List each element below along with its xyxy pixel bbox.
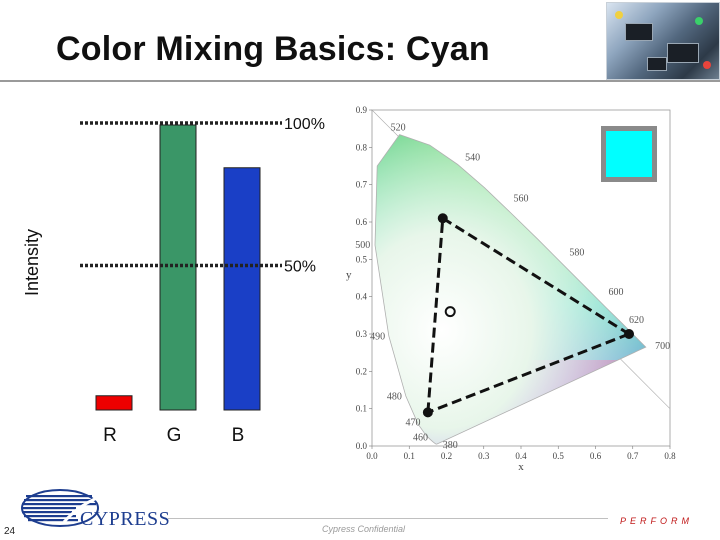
corner-decorative-image [606,2,720,80]
spectral-locus-outline [374,134,647,445]
chip-icon [625,23,653,41]
x-tick-label: G [167,425,182,446]
cie-x-tick: 0.4 [515,451,527,461]
cie-chromaticity-diagram: 0.0 0.1 0.2 0.3 0.4 0.5 0.6 0.7 0.8 0.0 0.1 0.2 0.3 0… [340,100,680,472]
cie-x-tick: 0.5 [553,451,565,461]
reference-line-label: 50% [284,259,316,276]
cie-x-tick: 0.0 [366,451,378,461]
reference-lines: 100% 50% [80,116,325,276]
wavelength-label: 500 [355,240,370,251]
primary-vertex [624,329,635,339]
logo-wordmark: CYPRESS [80,508,171,530]
chip-icon [647,57,667,71]
wavelength-label: 580 [569,248,584,259]
cie-y-tick: 0.1 [356,404,367,414]
confidential-notice: Cypress Confidential [322,524,406,534]
cie-x-tick: 0.2 [441,451,452,461]
bar-r [95,395,133,411]
cie-x-tick: 0.7 [627,451,639,461]
cie-y-tick: 0.3 [356,329,368,339]
led-icon [703,61,711,69]
cie-x-tick: 0.8 [664,451,676,461]
chip-icon [667,43,699,63]
cie-y-tick: 0.9 [356,105,368,115]
primary-vertex [422,407,433,418]
cie-y-tick: 0.6 [356,217,368,227]
cie-x-tick: 0.1 [404,451,415,461]
cie-y-axis-label: y [346,269,352,281]
triangle-edge [426,218,445,413]
reference-line-label: 100% [284,116,325,133]
page-number: 24 [4,526,16,537]
y-axis-label: Intensity [22,228,42,296]
cie-y-tick: 0.2 [356,366,367,376]
wavelength-label: 560 [514,193,529,204]
wavelength-label: 600 [609,287,624,298]
mixed-color-point-marker [444,306,456,318]
wavelength-label: 540 [465,152,480,163]
wavelength-label: 490 [370,332,385,343]
mixed-color-point [444,306,456,318]
triangle-edge [441,216,630,336]
rgb-gamut-triangle [422,213,635,418]
cie-x-tick: 0.3 [478,451,490,461]
bar-g [159,124,197,411]
wavelength-label: 620 [629,315,644,326]
cie-x-tick: 0.6 [590,451,602,461]
led-icon [615,11,623,19]
wavelength-label: 700 [655,341,670,352]
wavelength-labels: 380 460 470 480 490 500 520 540 560 580 600 620 700 [355,123,670,451]
cie-y-tick: 0.8 [356,142,368,152]
led-icon [695,17,703,25]
wavelength-label: 380 [443,440,458,451]
triangle-edge [427,332,630,414]
primary-vertex [437,213,448,224]
cyan-color-swatch [606,131,652,177]
bar-group [95,124,261,411]
cypress-logo [21,489,103,527]
tagline: PERFORM [620,516,693,526]
cie-y-tick: 0.4 [356,292,368,302]
intensity-bar-chart: 100% 50% R G B [80,116,325,446]
wavelength-label: 460 [413,432,428,443]
cie-y-tick: 0.0 [356,441,368,451]
x-tick-label: B [232,425,245,446]
title-divider [0,80,720,82]
cie-axis-ticks: 0.0 0.1 0.2 0.3 0.4 0.5 0.6 0.7 0.8 0.0 0.1 0.2 0.3 0… [356,105,676,461]
slide-title: Color Mixing Basics: Cyan [56,30,490,68]
x-tick-label: R [103,425,117,446]
wavelength-label: 520 [391,123,406,134]
wavelength-label: 470 [406,417,421,428]
footer-divider [168,518,608,519]
cie-x-axis-label: x [518,461,524,472]
cie-y-tick: 0.5 [356,254,368,264]
bar-b [223,167,261,411]
wavelength-label: 480 [387,391,402,402]
cie-y-tick: 0.7 [356,180,368,190]
